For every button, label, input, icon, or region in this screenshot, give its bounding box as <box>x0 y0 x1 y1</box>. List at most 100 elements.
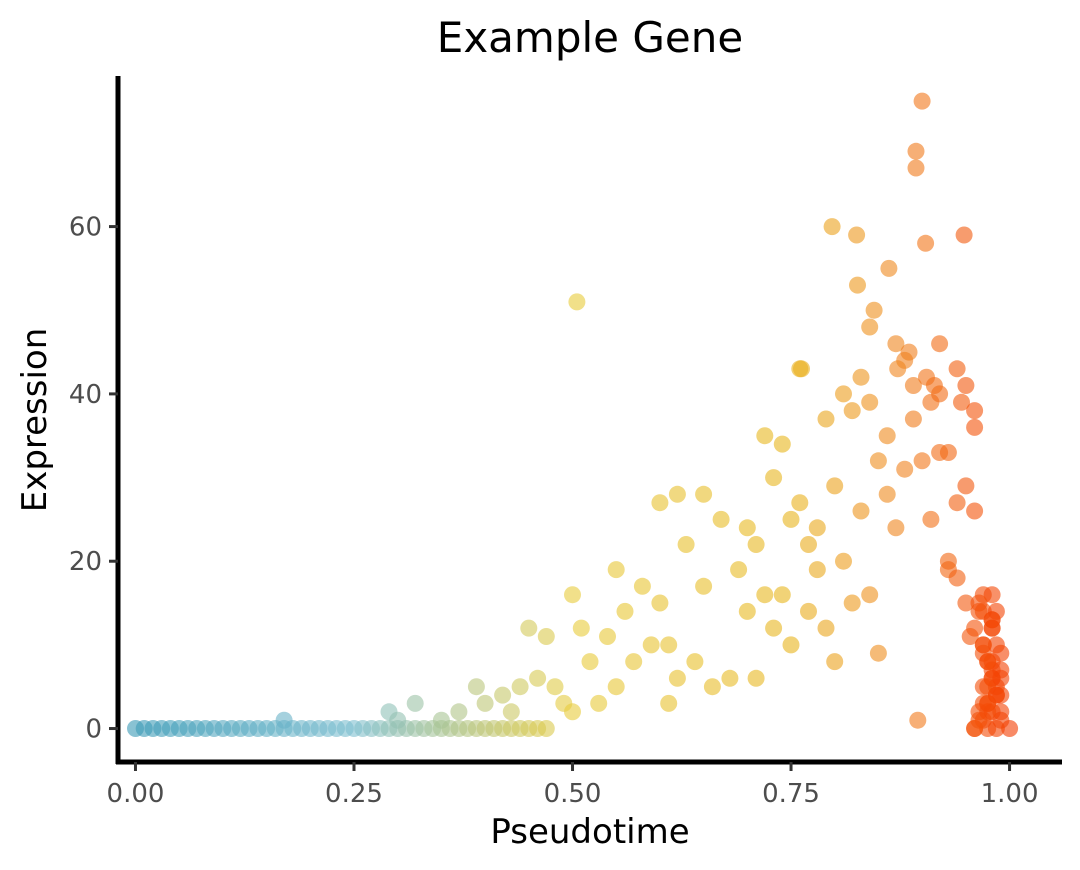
data-point <box>572 619 590 637</box>
data-point <box>913 452 931 470</box>
data-point <box>738 519 756 537</box>
data-point <box>852 502 870 520</box>
data-point <box>747 536 765 553</box>
data-point <box>887 519 905 537</box>
data-point <box>703 678 721 696</box>
data-point <box>861 586 879 604</box>
y-tick-label: 20 <box>69 547 102 577</box>
data-point <box>948 360 966 378</box>
data-point <box>852 368 870 386</box>
data-point <box>511 678 529 696</box>
data-point <box>966 720 984 737</box>
data-point <box>800 536 817 553</box>
data-point <box>974 636 992 654</box>
data-point <box>537 720 555 737</box>
data-point <box>826 653 844 671</box>
data-point <box>660 694 678 712</box>
data-point <box>826 477 844 495</box>
data-point <box>835 552 852 570</box>
data-point <box>887 335 905 353</box>
x-tick-label: 0.75 <box>762 779 820 809</box>
data-point <box>677 536 695 553</box>
data-point <box>907 159 925 177</box>
data-point <box>773 586 791 604</box>
data-point <box>817 619 835 637</box>
data-point <box>642 636 660 654</box>
data-point <box>765 469 783 487</box>
data-point <box>909 711 927 729</box>
data-point <box>817 410 835 428</box>
data-point <box>546 678 564 696</box>
data-point <box>747 669 765 687</box>
data-point <box>992 669 1010 687</box>
data-point <box>756 586 774 604</box>
data-point <box>961 628 979 645</box>
data-point <box>878 427 896 445</box>
data-point <box>922 510 940 528</box>
data-point <box>695 577 713 595</box>
points-layer <box>127 92 1019 737</box>
data-point <box>880 259 898 277</box>
data-point <box>607 678 625 696</box>
data-point <box>590 694 608 712</box>
x-axis-label: Pseudotime <box>490 812 689 852</box>
data-point <box>686 653 704 671</box>
data-point <box>843 594 861 612</box>
data-point <box>848 226 866 244</box>
data-point <box>712 510 730 528</box>
data-point <box>869 644 887 662</box>
data-point <box>494 686 512 704</box>
x-tick-label: 0.00 <box>107 779 165 809</box>
data-point <box>808 519 826 537</box>
data-point <box>721 669 739 687</box>
x-tick-label: 1.00 <box>981 779 1039 809</box>
data-point <box>599 628 616 645</box>
data-point <box>765 619 783 637</box>
data-point <box>904 410 922 428</box>
data-point <box>931 444 949 461</box>
data-point <box>907 142 925 160</box>
data-point <box>668 669 686 687</box>
x-tick-label: 0.25 <box>325 779 383 809</box>
data-point <box>953 393 970 411</box>
data-point <box>738 602 756 620</box>
data-point <box>432 711 450 729</box>
data-point <box>889 360 907 378</box>
data-point <box>730 561 748 579</box>
data-point <box>406 694 424 712</box>
data-point <box>633 577 651 595</box>
data-point <box>917 234 935 252</box>
chart-title: Example Gene <box>437 13 743 62</box>
data-point <box>695 485 713 503</box>
data-point <box>974 678 992 696</box>
y-axis-ticks: 0 20 40 60 <box>69 213 118 745</box>
data-point <box>564 703 581 721</box>
data-point <box>979 703 997 721</box>
data-point <box>966 402 984 420</box>
data-point <box>651 494 669 512</box>
data-point <box>520 619 538 637</box>
data-point <box>904 377 922 394</box>
data-point <box>896 460 914 478</box>
data-point <box>782 510 800 528</box>
data-point <box>966 418 984 436</box>
data-point <box>773 435 791 453</box>
x-axis-ticks: 0.00 0.25 0.50 0.75 1.00 <box>107 762 1039 809</box>
data-point <box>957 477 975 495</box>
data-point <box>957 377 975 394</box>
data-point <box>782 636 800 654</box>
data-point <box>939 552 957 570</box>
data-point <box>502 703 520 721</box>
data-point <box>835 385 852 403</box>
data-point <box>529 669 547 687</box>
data-point <box>987 720 1005 737</box>
data-point <box>869 452 887 470</box>
data-point <box>389 711 407 729</box>
y-tick-label: 40 <box>69 380 102 410</box>
data-point <box>970 594 988 612</box>
data-point <box>966 502 984 520</box>
data-point <box>900 343 918 361</box>
data-point <box>865 301 883 319</box>
